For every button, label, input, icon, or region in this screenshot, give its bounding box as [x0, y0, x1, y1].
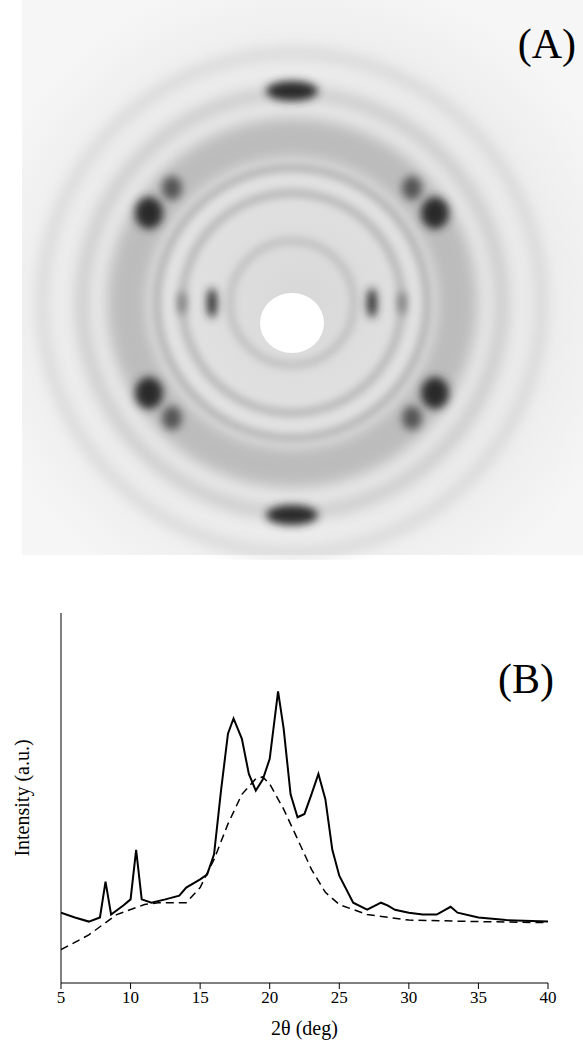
svg-text:30: 30: [400, 988, 417, 1007]
svg-text:10: 10: [122, 988, 139, 1007]
html-text:(B): (B): [498, 656, 554, 702]
svg-text:5: 5: [57, 988, 66, 1007]
svg-text:35: 35: [470, 988, 487, 1007]
svg-text:2θ (deg): 2θ (deg): [271, 1017, 338, 1040]
svg-text:40: 40: [540, 988, 557, 1007]
svg-text:Intensity (a.u.): Intensity (a.u.): [11, 739, 34, 856]
svg-text:(A): (A): [518, 21, 576, 68]
svg-text:20: 20: [261, 988, 278, 1007]
svg-text:15: 15: [192, 988, 209, 1007]
svg-text:25: 25: [331, 988, 348, 1007]
